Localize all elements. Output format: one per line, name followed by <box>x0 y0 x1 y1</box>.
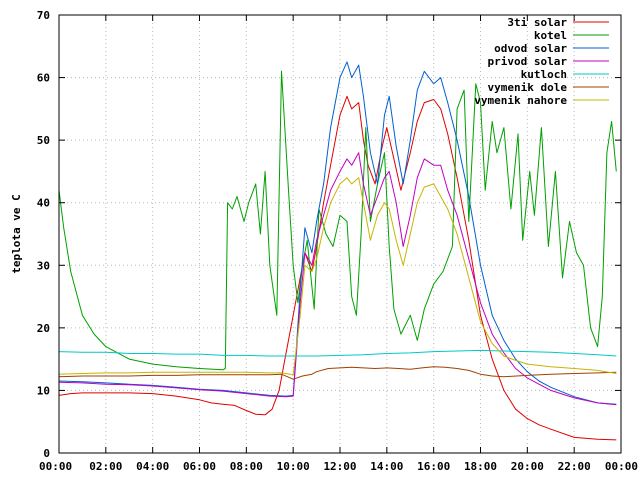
legend-label-privod-solar: privod solar <box>488 55 568 68</box>
x-tick-label: 22:00 <box>558 460 591 473</box>
y-tick-label: 10 <box>37 384 50 397</box>
x-tick-label: 04:00 <box>136 460 169 473</box>
x-tick-label: 16:00 <box>417 460 450 473</box>
x-tick-label: 14:00 <box>370 460 403 473</box>
x-tick-label: 00:00 <box>605 460 638 473</box>
y-tick-label: 70 <box>37 9 50 22</box>
legend-label-vymenik-dole: vymenik dole <box>488 81 568 94</box>
x-tick-label: 12:00 <box>323 460 356 473</box>
y-ticks: 0 10 20 30 40 50 60 70 <box>37 9 621 460</box>
series-line-kotel <box>58 70 617 371</box>
legend-label-vymenik-nahore: vymenik nahore <box>474 94 567 107</box>
y-axis-label: teplota ve C <box>10 194 23 273</box>
x-tick-label: 00:00 <box>39 460 72 473</box>
y-tick-label: 50 <box>37 134 50 147</box>
series-line-3ti-solar <box>58 95 617 441</box>
y-tick-label: 40 <box>37 197 50 210</box>
y-tick-label: 60 <box>37 72 50 85</box>
series-line-vymenik-nahore <box>58 177 617 376</box>
series-lines <box>58 61 617 441</box>
legend-label-kotel: kotel <box>534 29 567 42</box>
series-line-odvod-solar <box>58 61 617 405</box>
legend-label-odvod-solar: odvod solar <box>494 42 567 55</box>
x-ticks: 00:00 02:00 04:00 06:00 08:00 10:00 12:00 14:00… <box>39 15 638 473</box>
x-tick-label: 20:00 <box>511 460 544 473</box>
x-tick-label: 02:00 <box>89 460 122 473</box>
series-line-kutloch <box>58 349 617 357</box>
series-line-privod-solar <box>58 152 617 406</box>
x-tick-label: 10:00 <box>277 460 310 473</box>
legend-label-kutloch: kutloch <box>521 68 567 81</box>
x-tick-label: 18:00 <box>464 460 497 473</box>
y-tick-label: 0 <box>43 447 50 460</box>
series-line-vymenik-dole <box>58 366 617 380</box>
y-tick-label: 30 <box>37 259 50 272</box>
x-tick-label: 08:00 <box>230 460 263 473</box>
legend-label-3ti-solar: 3ti solar <box>507 16 567 29</box>
y-tick-label: 20 <box>37 322 50 335</box>
x-tick-label: 06:00 <box>183 460 216 473</box>
